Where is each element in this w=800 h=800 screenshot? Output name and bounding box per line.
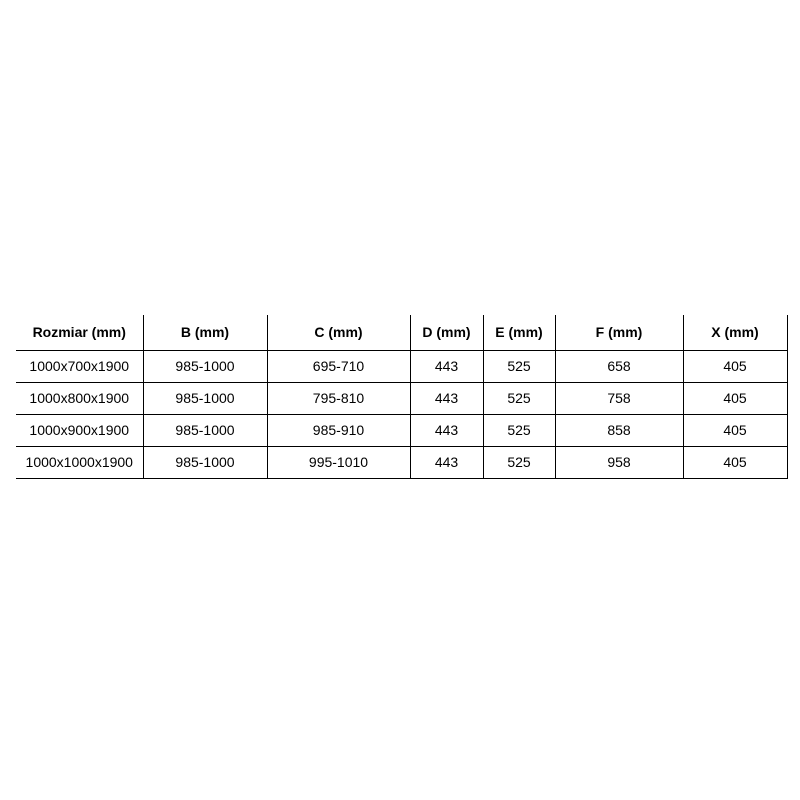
table-cell: 795-810 bbox=[267, 382, 411, 415]
table-cell: 695-710 bbox=[267, 350, 411, 383]
table-cell: 658 bbox=[555, 350, 684, 383]
table-cell: 1000x800x1900 bbox=[16, 382, 144, 415]
table-cell: 1000x1000x1900 bbox=[16, 446, 144, 479]
table-cell: 985-1000 bbox=[143, 446, 268, 479]
table-row-1: 1000x700x1900 985-1000 695-710 443 525 6… bbox=[16, 350, 788, 383]
column-header-b: B (mm) bbox=[143, 315, 268, 351]
table-cell: 443 bbox=[410, 446, 484, 479]
table-cell: 758 bbox=[555, 382, 684, 415]
dimensions-table: Rozmiar (mm) B (mm) C (mm) D (mm) E (mm)… bbox=[16, 315, 788, 479]
table-header: Rozmiar (mm) B (mm) C (mm) D (mm) E (mm)… bbox=[16, 315, 788, 351]
table-cell: 525 bbox=[483, 446, 556, 479]
table-cell: 985-910 bbox=[267, 414, 411, 447]
table-cell: 1000x900x1900 bbox=[16, 414, 144, 447]
table-cell: 958 bbox=[555, 446, 684, 479]
table-cell: 525 bbox=[483, 382, 556, 415]
table-cell: 1000x700x1900 bbox=[16, 350, 144, 383]
table-cell: 443 bbox=[410, 414, 484, 447]
table-row-3: 1000x900x1900 985-1000 985-910 443 525 8… bbox=[16, 414, 788, 447]
table-cell: 858 bbox=[555, 414, 684, 447]
table-cell: 525 bbox=[483, 414, 556, 447]
table-row-4: 1000x1000x1900 985-1000 995-1010 443 525… bbox=[16, 446, 788, 479]
table-cell: 405 bbox=[683, 350, 788, 383]
table-cell: 995-1010 bbox=[267, 446, 411, 479]
table-cell: 443 bbox=[410, 350, 484, 383]
table-cell: 985-1000 bbox=[143, 382, 268, 415]
table-cell: 525 bbox=[483, 350, 556, 383]
dimensions-table-container: Rozmiar (mm) B (mm) C (mm) D (mm) E (mm)… bbox=[16, 315, 788, 479]
column-header-d: D (mm) bbox=[410, 315, 484, 351]
column-header-x: X (mm) bbox=[683, 315, 788, 351]
table-cell: 405 bbox=[683, 414, 788, 447]
table-body: 1000x700x1900 985-1000 695-710 443 525 6… bbox=[16, 350, 788, 479]
table-cell: 985-1000 bbox=[143, 414, 268, 447]
column-header-rozmiar: Rozmiar (mm) bbox=[16, 315, 144, 351]
table-cell: 443 bbox=[410, 382, 484, 415]
table-row-2: 1000x800x1900 985-1000 795-810 443 525 7… bbox=[16, 382, 788, 415]
table-cell: 405 bbox=[683, 382, 788, 415]
column-header-e: E (mm) bbox=[483, 315, 556, 351]
column-header-f: F (mm) bbox=[555, 315, 684, 351]
table-cell: 985-1000 bbox=[143, 350, 268, 383]
header-row: Rozmiar (mm) B (mm) C (mm) D (mm) E (mm)… bbox=[16, 315, 788, 351]
table-cell: 405 bbox=[683, 446, 788, 479]
column-header-c: C (mm) bbox=[267, 315, 411, 351]
